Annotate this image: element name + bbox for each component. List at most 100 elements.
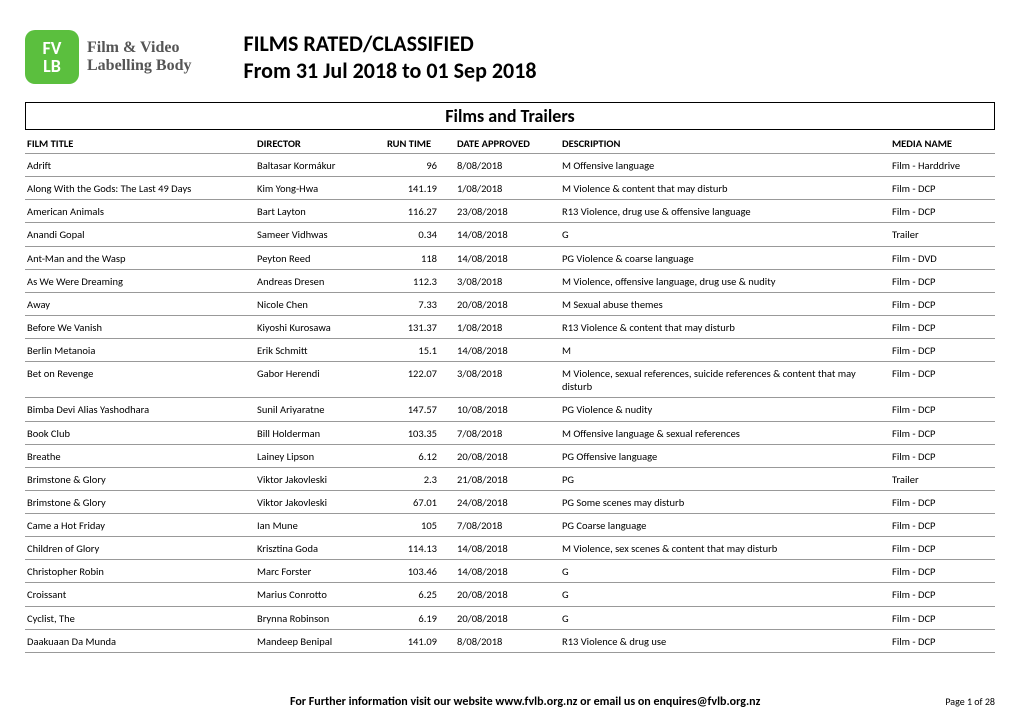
table-row: Bet on RevengeGabor Herendi122.073/08/20… (25, 362, 995, 398)
cell-description: G (560, 560, 890, 583)
cell-date-approved: 8/08/2018 (455, 154, 560, 177)
cell-date-approved: 20/08/2018 (455, 292, 560, 315)
cell-run-time: 147.57 (385, 398, 455, 421)
cell-description: M Violence, sexual references, suicide r… (560, 362, 890, 398)
logo-text-bottom: LB (43, 57, 61, 75)
page-header: FV LB Film & Video Labelling Body FILMS … (25, 30, 995, 84)
cell-film-title: Before We Vanish (25, 315, 255, 338)
cell-run-time: 6.25 (385, 583, 455, 606)
logo-brand-text: Film & Video Labelling Body (87, 39, 191, 75)
cell-date-approved: 3/08/2018 (455, 269, 560, 292)
cell-film-title: Bimba Devi Alias Yashodhara (25, 398, 255, 421)
table-row: BreatheLainey Lipson6.1220/08/2018PG Off… (25, 444, 995, 467)
cell-director: Sameer Vidhwas (255, 223, 385, 246)
cell-run-time: 96 (385, 154, 455, 177)
cell-film-title: Christopher Robin (25, 560, 255, 583)
cell-date-approved: 1/08/2018 (455, 315, 560, 338)
table-row: Berlin MetanoiaErik Schmitt15.114/08/201… (25, 339, 995, 362)
table-row: Cyclist, TheBrynna Robinson6.1920/08/201… (25, 606, 995, 629)
cell-run-time: 67.01 (385, 490, 455, 513)
footer-page: Page 1 of 28 (945, 695, 995, 708)
table-row: Brimstone & GloryViktor Jakovleski2.321/… (25, 467, 995, 490)
cell-media-name: Film - DCP (890, 177, 995, 200)
cell-film-title: Brimstone & Glory (25, 490, 255, 513)
cell-film-title: Away (25, 292, 255, 315)
cell-director: Bill Holderman (255, 421, 385, 444)
cell-description: PG Violence & coarse language (560, 246, 890, 269)
th-date-approved: DATE APPROVED (455, 134, 560, 154)
cell-date-approved: 3/08/2018 (455, 362, 560, 398)
title-line2: From 31 Jul 2018 to 01 Sep 2018 (243, 57, 536, 84)
cell-date-approved: 1/08/2018 (455, 177, 560, 200)
table-row: Along With the Gods: The Last 49 DaysKim… (25, 177, 995, 200)
cell-film-title: Along With the Gods: The Last 49 Days (25, 177, 255, 200)
cell-date-approved: 14/08/2018 (455, 339, 560, 362)
cell-description: M Offensive language & sexual references (560, 421, 890, 444)
table-row: Anandi GopalSameer Vidhwas0.3414/08/2018… (25, 223, 995, 246)
cell-film-title: Book Club (25, 421, 255, 444)
cell-description: R13 Violence & drug use (560, 629, 890, 652)
cell-director: Peyton Reed (255, 246, 385, 269)
cell-film-title: Croissant (25, 583, 255, 606)
cell-date-approved: 20/08/2018 (455, 444, 560, 467)
cell-media-name: Trailer (890, 223, 995, 246)
cell-film-title: Children of Glory (25, 537, 255, 560)
cell-media-name: Film - DCP (890, 292, 995, 315)
cell-film-title: Brimstone & Glory (25, 467, 255, 490)
films-table: FILM TITLE DIRECTOR RUN TIME DATE APPROV… (25, 134, 995, 653)
cell-media-name: Film - DCP (890, 537, 995, 560)
table-row: As We Were DreamingAndreas Dresen112.33/… (25, 269, 995, 292)
cell-date-approved: 20/08/2018 (455, 583, 560, 606)
logo-square-icon: FV LB (25, 30, 79, 84)
cell-film-title: Cyclist, The (25, 606, 255, 629)
logo: FV LB Film & Video Labelling Body (25, 30, 191, 84)
cell-description: R13 Violence & content that may disturb (560, 315, 890, 338)
table-row: Christopher RobinMarc Forster103.4614/08… (25, 560, 995, 583)
cell-run-time: 103.35 (385, 421, 455, 444)
cell-film-title: American Animals (25, 200, 255, 223)
cell-date-approved: 14/08/2018 (455, 537, 560, 560)
cell-director: Gabor Herendi (255, 362, 385, 398)
cell-media-name: Film - DCP (890, 269, 995, 292)
table-row: CroissantMarius Conrotto6.2520/08/2018GF… (25, 583, 995, 606)
cell-director: Kiyoshi Kurosawa (255, 315, 385, 338)
table-row: Came a Hot FridayIan Mune1057/08/2018PG … (25, 514, 995, 537)
cell-director: Viktor Jakovleski (255, 490, 385, 513)
brand-line2: Labelling Body (87, 57, 191, 75)
cell-date-approved: 7/08/2018 (455, 514, 560, 537)
cell-date-approved: 7/08/2018 (455, 421, 560, 444)
table-row: Bimba Devi Alias YashodharaSunil Ariyara… (25, 398, 995, 421)
cell-run-time: 2.3 (385, 467, 455, 490)
cell-run-time: 15.1 (385, 339, 455, 362)
cell-media-name: Film - DCP (890, 339, 995, 362)
table-row: Ant-Man and the WaspPeyton Reed11814/08/… (25, 246, 995, 269)
cell-media-name: Film - DCP (890, 444, 995, 467)
th-director: DIRECTOR (255, 134, 385, 154)
cell-film-title: Anandi Gopal (25, 223, 255, 246)
cell-media-name: Film - DCP (890, 514, 995, 537)
cell-date-approved: 14/08/2018 (455, 246, 560, 269)
cell-director: Krisztina Goda (255, 537, 385, 560)
cell-media-name: Film - DCP (890, 315, 995, 338)
cell-description: M (560, 339, 890, 362)
cell-description: G (560, 223, 890, 246)
cell-media-name: Film - Harddrive (890, 154, 995, 177)
cell-run-time: 118 (385, 246, 455, 269)
cell-media-name: Film - DCP (890, 398, 995, 421)
cell-date-approved: 10/08/2018 (455, 398, 560, 421)
th-run-time: RUN TIME (385, 134, 455, 154)
cell-media-name: Film - DCP (890, 606, 995, 629)
cell-media-name: Film - DCP (890, 490, 995, 513)
cell-description: PG Violence & nudity (560, 398, 890, 421)
table-row: AdriftBaltasar Kormákur968/08/2018M Offe… (25, 154, 995, 177)
cell-director: Erik Schmitt (255, 339, 385, 362)
cell-run-time: 116.27 (385, 200, 455, 223)
cell-film-title: Adrift (25, 154, 255, 177)
cell-director: Ian Mune (255, 514, 385, 537)
table-header-row: FILM TITLE DIRECTOR RUN TIME DATE APPROV… (25, 134, 995, 154)
cell-film-title: Berlin Metanoia (25, 339, 255, 362)
cell-director: Marius Conrotto (255, 583, 385, 606)
cell-film-title: Bet on Revenge (25, 362, 255, 398)
cell-description: M Sexual abuse themes (560, 292, 890, 315)
cell-run-time: 141.19 (385, 177, 455, 200)
